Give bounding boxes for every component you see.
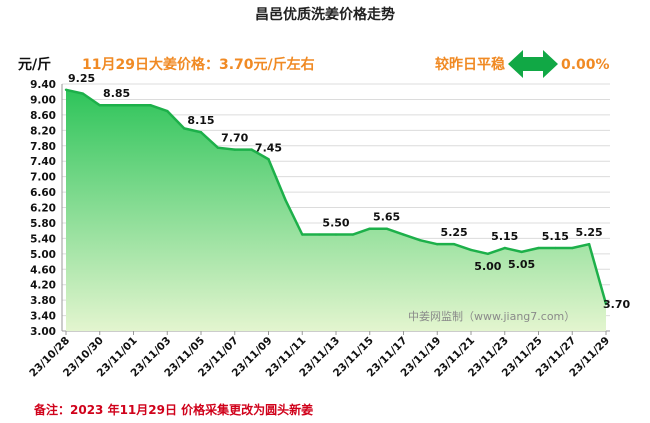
y-tick-label: 3.00 bbox=[30, 326, 56, 338]
data-point-23/11/08 bbox=[250, 148, 253, 151]
double-arrow-icon bbox=[508, 50, 558, 78]
data-point-23/11/11 bbox=[301, 233, 304, 236]
data-point-23/11/13 bbox=[334, 233, 338, 236]
data-label: 5.50 bbox=[322, 217, 349, 230]
data-point-23/11/10 bbox=[284, 198, 287, 201]
data-point-23/11/24 bbox=[520, 250, 523, 254]
data-label: 8.85 bbox=[103, 87, 130, 100]
data-label: 3.70 bbox=[603, 298, 630, 311]
data-label: 5.05 bbox=[508, 258, 535, 271]
y-tick-label: 6.20 bbox=[30, 203, 56, 215]
data-point-23/11/01 bbox=[132, 104, 135, 107]
y-tick-label: 7.40 bbox=[30, 156, 56, 168]
x-axis-ticks: 23/10/2823/10/3023/11/0123/11/0323/11/05… bbox=[27, 331, 612, 380]
data-point-23/11/02 bbox=[149, 104, 152, 107]
y-tick-label: 8.20 bbox=[30, 125, 56, 137]
footnote: 备注：2023 年11月29日 价格采集更改为圆头新姜 bbox=[33, 402, 313, 417]
y-tick-label: 6.60 bbox=[30, 187, 56, 199]
data-point-23/11/28 bbox=[587, 242, 591, 246]
data-point-23/11/26 bbox=[554, 246, 557, 250]
y-tick-label: 7.80 bbox=[30, 141, 56, 153]
data-label: 9.25 bbox=[68, 72, 95, 85]
data-point-23/11/06 bbox=[216, 146, 220, 149]
data-point-23/11/12 bbox=[317, 233, 321, 236]
data-point-23/11/22 bbox=[486, 252, 490, 256]
y-tick-label: 9.00 bbox=[30, 94, 56, 106]
data-point-23/10/29 bbox=[81, 92, 85, 95]
data-label: 7.70 bbox=[221, 132, 248, 145]
y-axis-label: 元/斤 bbox=[18, 56, 51, 73]
area-series bbox=[65, 88, 608, 331]
data-label: 5.00 bbox=[474, 260, 501, 273]
data-point-23/11/20 bbox=[452, 242, 456, 246]
data-point-23/10/28 bbox=[64, 88, 68, 91]
data-point-23/11/29 bbox=[604, 302, 608, 306]
data-point-23/11/25 bbox=[537, 246, 540, 250]
data-label: 5.15 bbox=[491, 230, 518, 243]
data-label: 7.45 bbox=[255, 141, 282, 154]
data-label: 8.15 bbox=[187, 114, 214, 127]
data-point-23/11/05 bbox=[199, 131, 203, 134]
data-point-23/11/15 bbox=[368, 227, 371, 230]
chart-subtitle: 11月29日大姜价格：3.70元/斤左右 bbox=[82, 56, 315, 73]
data-point-23/11/18 bbox=[419, 239, 422, 242]
data-point-23/11/27 bbox=[571, 246, 574, 250]
change-percent: 0.00% bbox=[561, 57, 610, 73]
area-fill bbox=[66, 89, 606, 331]
comparison-text: 较昨日平稳 bbox=[435, 56, 505, 73]
y-tick-label: 9.40 bbox=[30, 79, 56, 91]
data-point-23/11/07 bbox=[233, 148, 236, 151]
data-point-23/11/19 bbox=[436, 242, 439, 246]
data-label: 5.25 bbox=[576, 226, 603, 239]
y-tick-label: 4.20 bbox=[30, 280, 56, 292]
data-point-23/11/17 bbox=[402, 233, 405, 236]
y-tick-label: 8.60 bbox=[30, 110, 56, 122]
data-label: 5.25 bbox=[441, 226, 468, 239]
data-point-23/11/03 bbox=[166, 109, 169, 113]
y-tick-label: 3.40 bbox=[30, 311, 56, 323]
data-point-23/10/31 bbox=[115, 104, 118, 107]
y-tick-label: 7.00 bbox=[30, 172, 56, 184]
data-label: 5.65 bbox=[373, 211, 400, 224]
chart-title: 昌邑优质洗姜价格走势 bbox=[255, 6, 395, 23]
y-tick-label: 5.80 bbox=[30, 218, 56, 230]
y-tick-label: 4.60 bbox=[30, 264, 56, 276]
data-points bbox=[64, 88, 608, 306]
y-axis-ticks: 9.40 9.00 8.60 8.20 7.80 7.40 7.00 6.60 6.20 5.80… bbox=[30, 79, 56, 338]
y-tick-label: 5.00 bbox=[30, 249, 56, 261]
data-labels: 9.25 8.85 8.15 7.70 7.45 5.50 5.65 5.25 5.00 5.15… bbox=[68, 72, 630, 311]
data-point-23/11/09 bbox=[267, 158, 270, 161]
data-point-23/11/23 bbox=[503, 246, 506, 250]
data-point-23/11/16 bbox=[385, 227, 388, 230]
data-point-23/11/21 bbox=[469, 248, 473, 252]
data-point-23/11/14 bbox=[351, 233, 355, 236]
data-point-23/11/04 bbox=[182, 127, 186, 130]
data-point-23/10/30 bbox=[98, 104, 101, 107]
watermark: 中姜网监制（www.jiang7.com） bbox=[408, 309, 575, 323]
y-tick-label: 3.80 bbox=[30, 295, 56, 307]
y-tick-label: 5.40 bbox=[30, 233, 56, 245]
data-label: 5.15 bbox=[542, 230, 569, 243]
